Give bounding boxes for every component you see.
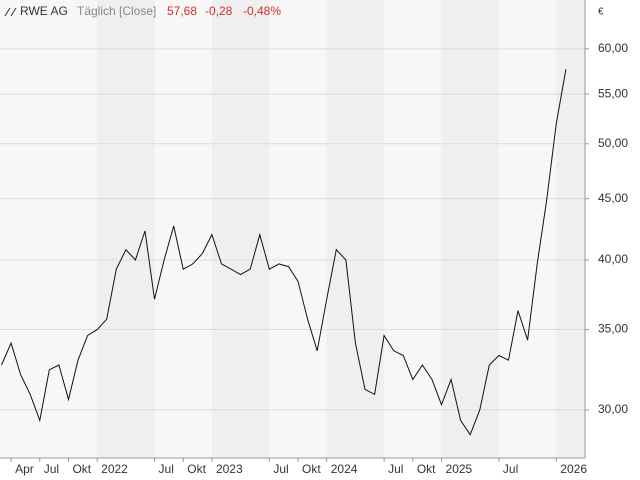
x-tick-label: 2024 (331, 462, 358, 476)
x-tick-label: 2026 (560, 462, 587, 476)
change-percent: -0,48% (243, 4, 281, 18)
y-tick-label: 40,00 (598, 252, 628, 266)
y-tick-label: 35,00 (598, 322, 628, 336)
x-tick-label: Apr (15, 462, 34, 476)
x-tick-label: Jul (503, 462, 518, 476)
band (211, 0, 270, 458)
x-tick-label: Jul (388, 462, 403, 476)
band (441, 0, 499, 458)
y-tick-label: 60,00 (598, 41, 628, 55)
change: -0,28 (205, 4, 233, 18)
band (97, 0, 155, 458)
x-tick-label: 2022 (101, 462, 128, 476)
currency: € (598, 7, 604, 18)
x-tick-label: Jul (159, 462, 174, 476)
x-tick-label: Okt (187, 462, 206, 476)
x-tick-label: Okt (417, 462, 436, 476)
band (326, 0, 385, 458)
band (556, 0, 585, 458)
line-icon (4, 7, 17, 17)
chart-subtitle: Täglich [Close] (77, 4, 156, 18)
y-tick-label: 45,00 (598, 191, 628, 205)
x-tick-label: Okt (72, 462, 91, 476)
x-tick-label: Okt (302, 462, 321, 476)
x-tick-label: Jul (44, 462, 59, 476)
x-tick-label: 2025 (446, 462, 473, 476)
price-line (1, 69, 567, 436)
x-tick-label: 2023 (216, 462, 243, 476)
last-price: 57,68 (167, 4, 197, 18)
y-tick-label: 30,00 (598, 402, 628, 416)
chart-title: RWE AG (20, 4, 68, 18)
y-tick-label: 55,00 (598, 86, 628, 100)
x-tick-label: Jul (273, 462, 288, 476)
y-tick-label: 50,00 (598, 136, 628, 150)
